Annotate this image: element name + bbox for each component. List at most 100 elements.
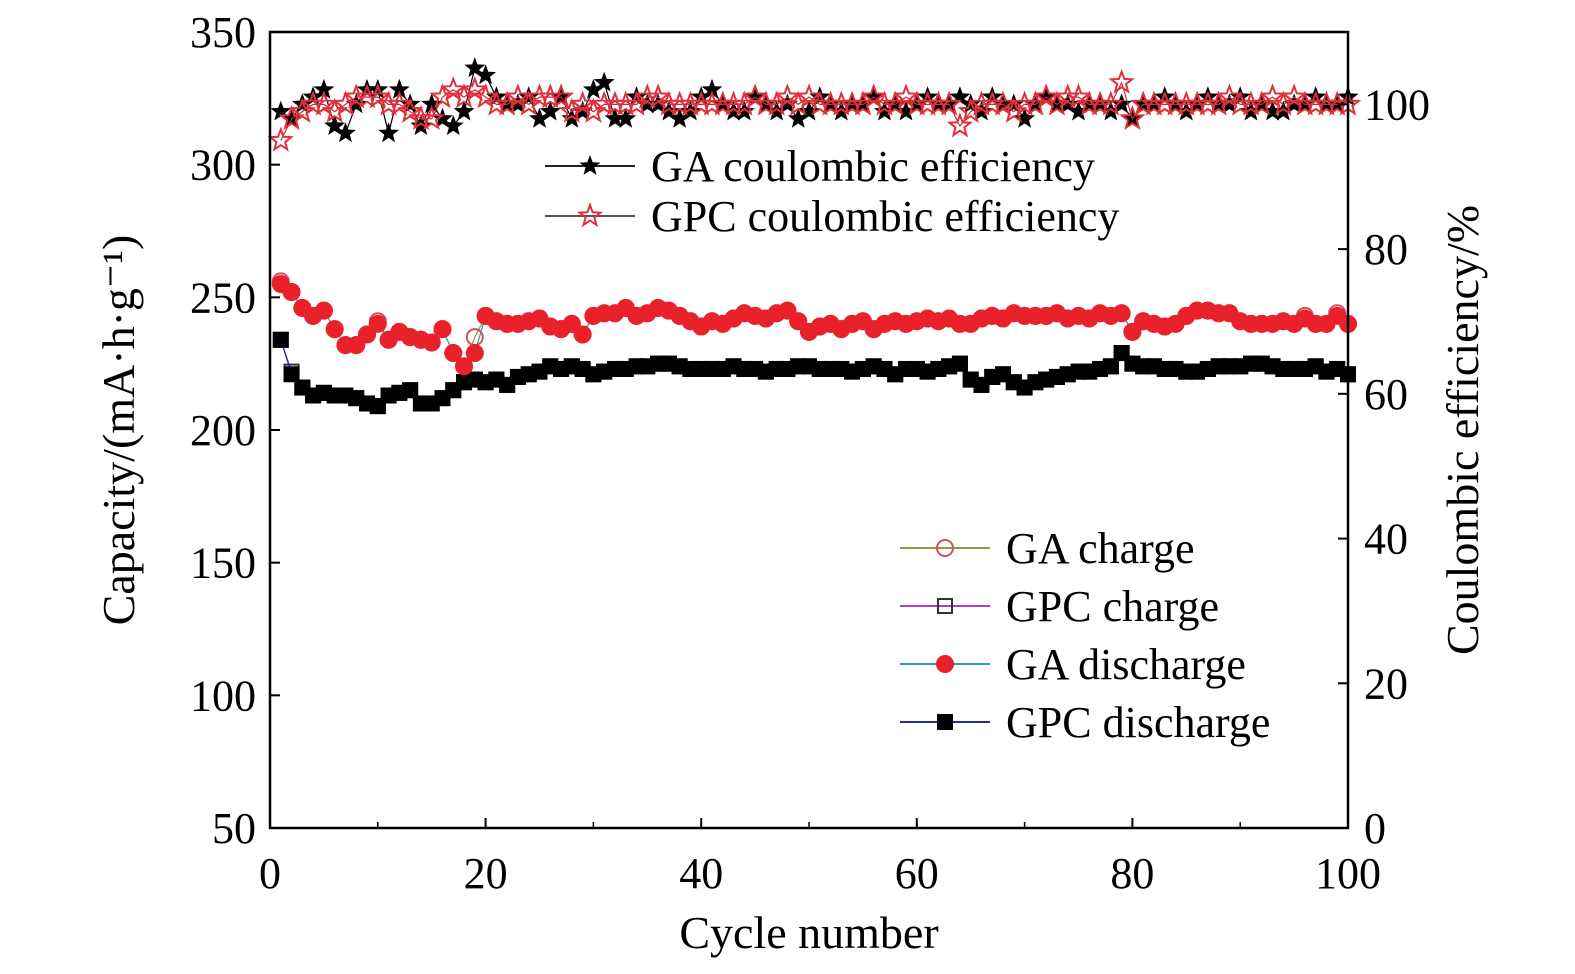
data-star xyxy=(863,86,885,106)
data-square xyxy=(283,366,300,383)
y-tick-label: 300 xyxy=(190,141,256,190)
legend-marker xyxy=(937,598,953,614)
data-star xyxy=(332,90,359,116)
data-star xyxy=(1219,93,1240,114)
data-star xyxy=(755,93,777,114)
x-tick-label: 0 xyxy=(259,849,281,898)
data-star xyxy=(946,112,974,138)
data-circle xyxy=(465,344,484,363)
data-square xyxy=(951,355,968,372)
series-ga-discharge xyxy=(271,275,1357,376)
y-tick-label: 100 xyxy=(190,671,256,720)
data-star xyxy=(849,90,877,116)
data-square xyxy=(1102,358,1119,375)
x-axis-title: Cycle number xyxy=(679,907,938,958)
legend-marker xyxy=(936,655,954,673)
data-star xyxy=(1272,100,1294,121)
data-star xyxy=(496,93,518,114)
data-square xyxy=(402,382,419,399)
data-star xyxy=(1068,100,1089,121)
data-star xyxy=(267,126,294,152)
data-star xyxy=(798,100,820,121)
data-star xyxy=(1248,90,1275,116)
data-star xyxy=(1240,100,1262,121)
data-star xyxy=(1089,93,1111,114)
data-circle xyxy=(444,344,463,363)
data-star xyxy=(615,107,637,128)
data-circle xyxy=(433,320,452,339)
y2-tick-label: 40 xyxy=(1364,515,1408,564)
data-star xyxy=(874,100,895,121)
data-star xyxy=(1316,93,1337,114)
data-star xyxy=(1046,93,1068,114)
data-star xyxy=(1022,90,1049,116)
data-square xyxy=(272,331,289,348)
legend-marker xyxy=(576,202,604,228)
data-star xyxy=(1205,90,1232,116)
data-star xyxy=(1283,93,1305,114)
data-star xyxy=(550,86,572,106)
x-tick-label: 100 xyxy=(1315,849,1381,898)
data-star xyxy=(1175,100,1197,121)
data-star xyxy=(731,90,758,116)
data-star xyxy=(669,107,691,128)
y2-axis-title: Coulombic efficiency/% xyxy=(1437,205,1488,655)
data-star xyxy=(464,57,486,78)
data-star xyxy=(324,115,346,135)
data-star xyxy=(1208,93,1230,114)
legend-marker xyxy=(937,714,953,730)
data-star xyxy=(936,90,963,116)
data-star xyxy=(421,93,443,114)
legend-bottom: GA charge GPC charge GA discharge GPC disch… xyxy=(900,524,1270,747)
data-star xyxy=(927,93,949,114)
data-star xyxy=(507,93,529,114)
data-circle xyxy=(422,333,441,352)
data-star xyxy=(515,90,542,116)
y-tick-label: 50 xyxy=(212,804,256,853)
data-star xyxy=(636,93,658,114)
data-star xyxy=(388,78,410,99)
y2-tick-label: 0 xyxy=(1364,804,1386,853)
data-star xyxy=(378,122,399,143)
data-star xyxy=(647,93,669,114)
data-star xyxy=(906,93,928,114)
data-star xyxy=(820,93,841,114)
data-star xyxy=(529,107,550,128)
data-star xyxy=(1000,97,1028,123)
data-circle xyxy=(325,320,344,339)
y-tick-label: 150 xyxy=(190,539,256,588)
data-circle xyxy=(314,301,333,320)
series-gpc-discharge xyxy=(272,331,1356,415)
data-star xyxy=(895,100,917,121)
data-star xyxy=(539,100,561,121)
y2-tick-label: 80 xyxy=(1364,225,1408,274)
legend-label: GPC coulombic efficiency xyxy=(651,192,1119,241)
data-star xyxy=(712,93,734,114)
data-star xyxy=(582,78,604,99)
data-star xyxy=(313,78,335,99)
data-star xyxy=(418,104,445,130)
data-star xyxy=(1108,68,1135,94)
data-circle xyxy=(368,314,387,333)
data-star xyxy=(1143,93,1165,114)
data-star xyxy=(410,115,432,135)
y2-tick-label: 100 xyxy=(1364,80,1430,129)
data-star xyxy=(1132,93,1154,114)
data-star xyxy=(1035,86,1057,106)
data-star xyxy=(1186,93,1208,114)
data-circle xyxy=(573,325,592,344)
data-star xyxy=(763,90,790,116)
data-star xyxy=(547,83,575,109)
legend-label: GA discharge xyxy=(1006,640,1246,689)
data-star xyxy=(1270,90,1297,116)
data-star xyxy=(450,83,478,109)
data-star xyxy=(1111,93,1133,114)
y-tick-label: 200 xyxy=(190,406,256,455)
data-circle xyxy=(1112,304,1131,323)
data-star xyxy=(992,93,1014,114)
data-star xyxy=(442,115,464,135)
y-axis-title: Capacity/(mA·h·g⁻¹) xyxy=(93,235,144,626)
data-circle xyxy=(282,283,301,302)
data-star xyxy=(1251,93,1273,114)
